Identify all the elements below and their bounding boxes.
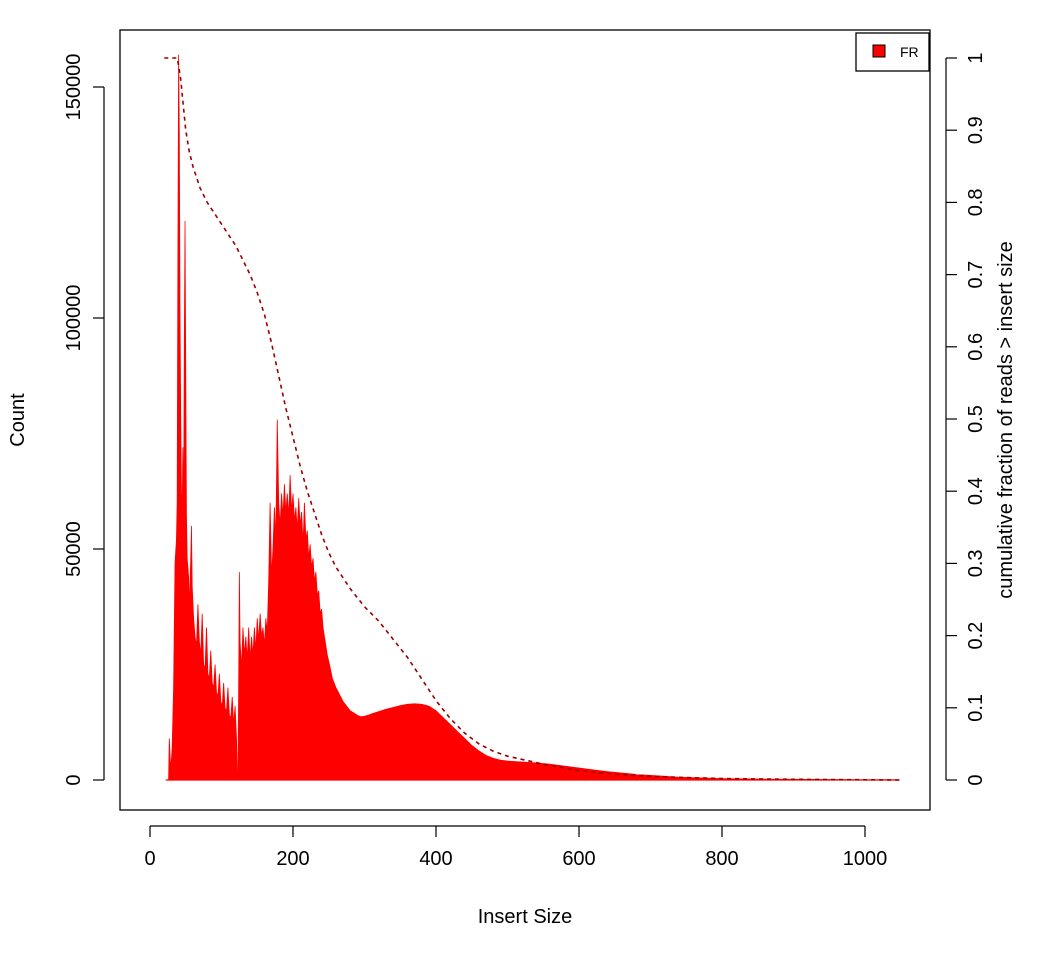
- x-tick-label: 600: [562, 848, 595, 870]
- y-right-tick-label: 0.9: [965, 116, 987, 144]
- y-tick-label: 50000: [63, 521, 85, 577]
- y-right-tick-label: 0: [965, 774, 987, 785]
- histogram-area-fr: [165, 54, 900, 781]
- y-right-tick-label: 1: [965, 52, 987, 63]
- plot-frame: [119, 29, 931, 811]
- x-tick-label: 200: [276, 848, 309, 870]
- y-right-tick-label: 0.2: [965, 622, 987, 650]
- y-right-tick-label: 0.5: [965, 405, 987, 433]
- cumulative-fraction-line: [164, 57, 900, 781]
- x-tick-label: 1000: [843, 848, 888, 870]
- y-axis-label: Count: [7, 393, 29, 447]
- legend: FR: [855, 32, 930, 72]
- y-right-tick-label: 0.7: [965, 261, 987, 289]
- y-right-tick-label: 0.8: [965, 188, 987, 216]
- y-right-tick-label: 0.4: [965, 477, 987, 505]
- x-axis-label: Insert Size: [478, 906, 572, 928]
- x-tick-label: 0: [144, 848, 155, 870]
- legend-swatch: [872, 44, 886, 58]
- x-tick-label: 400: [419, 848, 452, 870]
- y-right-tick-label: 0.6: [965, 333, 987, 361]
- y-right-tick-label: 0.3: [965, 549, 987, 577]
- y-axis-right-label: cumulative fraction of reads > insert si…: [995, 241, 1017, 598]
- axes: 0 200 400 600 800 1000 0 50000 100000 150000 0 0.1 0…: [63, 52, 987, 870]
- y-tick-label: 100000: [63, 285, 85, 352]
- y-right-tick-label: 0.1: [965, 694, 987, 722]
- legend-label: FR: [900, 44, 919, 60]
- x-tick-label: 800: [705, 848, 738, 870]
- legend-box: [855, 32, 930, 72]
- y-tick-label: 0: [63, 774, 85, 785]
- plot-area: [164, 54, 900, 781]
- y-tick-label: 150000: [63, 54, 85, 121]
